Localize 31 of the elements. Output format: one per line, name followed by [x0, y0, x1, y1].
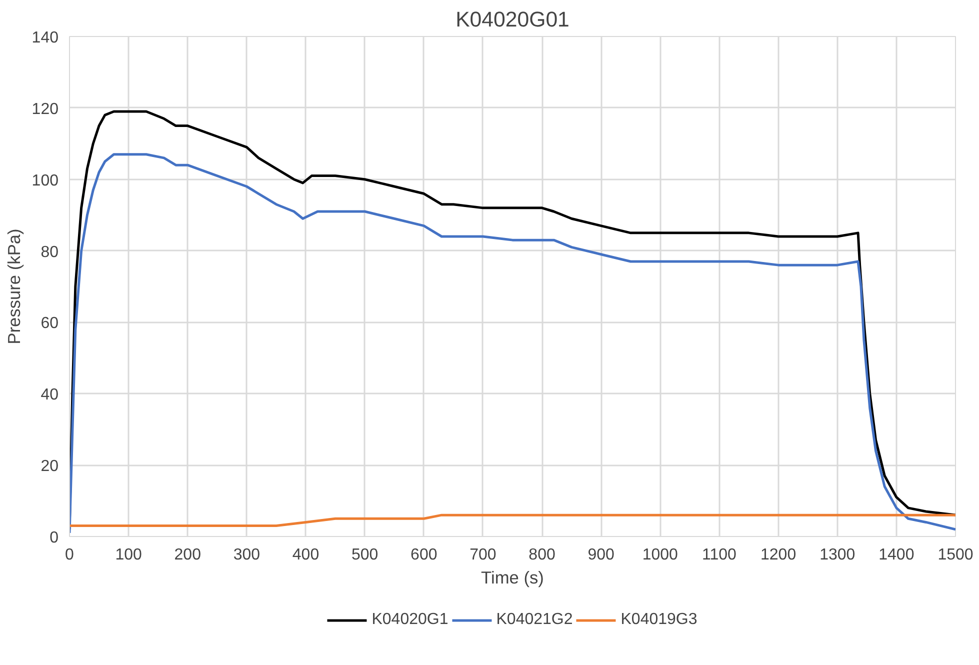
y-axis-title: Pressure (kPa): [4, 228, 24, 344]
x-tick-label: 900: [588, 546, 615, 564]
x-tick-label: 1200: [760, 546, 796, 564]
x-tick-label: 1500: [938, 546, 974, 564]
x-tick-label: 700: [470, 546, 496, 564]
legend-label: K04020G1: [372, 611, 448, 629]
y-tick-label: 120: [32, 100, 59, 118]
chart-title: K04020G01: [456, 8, 570, 32]
x-tick-label: 600: [410, 546, 438, 564]
x-tick-label: 800: [528, 546, 556, 564]
y-tick-label: 100: [32, 172, 59, 190]
x-tick-label: 1400: [878, 546, 914, 564]
x-tick-label: 400: [292, 546, 320, 564]
x-tick-label: 500: [351, 546, 378, 564]
y-tick-label: 0: [50, 530, 59, 546]
x-tick-label: 0: [65, 546, 74, 564]
x-axis-title: Time (s): [481, 568, 544, 588]
y-tick-label: 40: [40, 386, 59, 404]
y-tick-label: 60: [40, 315, 59, 332]
x-tick-label: 1000: [642, 546, 678, 564]
legend-label: K04019G3: [620, 611, 698, 629]
legend-label: K04021G2: [496, 611, 573, 629]
x-tick-label: 1300: [820, 546, 856, 564]
y-tick-label: 80: [40, 244, 59, 261]
y-tick-label: 20: [40, 458, 59, 476]
x-tick-label: 1100: [702, 546, 737, 564]
line-series: [70, 514, 956, 528]
x-tick-label: 200: [174, 546, 202, 564]
y-tick-label: 140: [32, 30, 59, 46]
x-tick-label: 100: [115, 546, 142, 564]
x-tick-label: 300: [233, 546, 260, 564]
